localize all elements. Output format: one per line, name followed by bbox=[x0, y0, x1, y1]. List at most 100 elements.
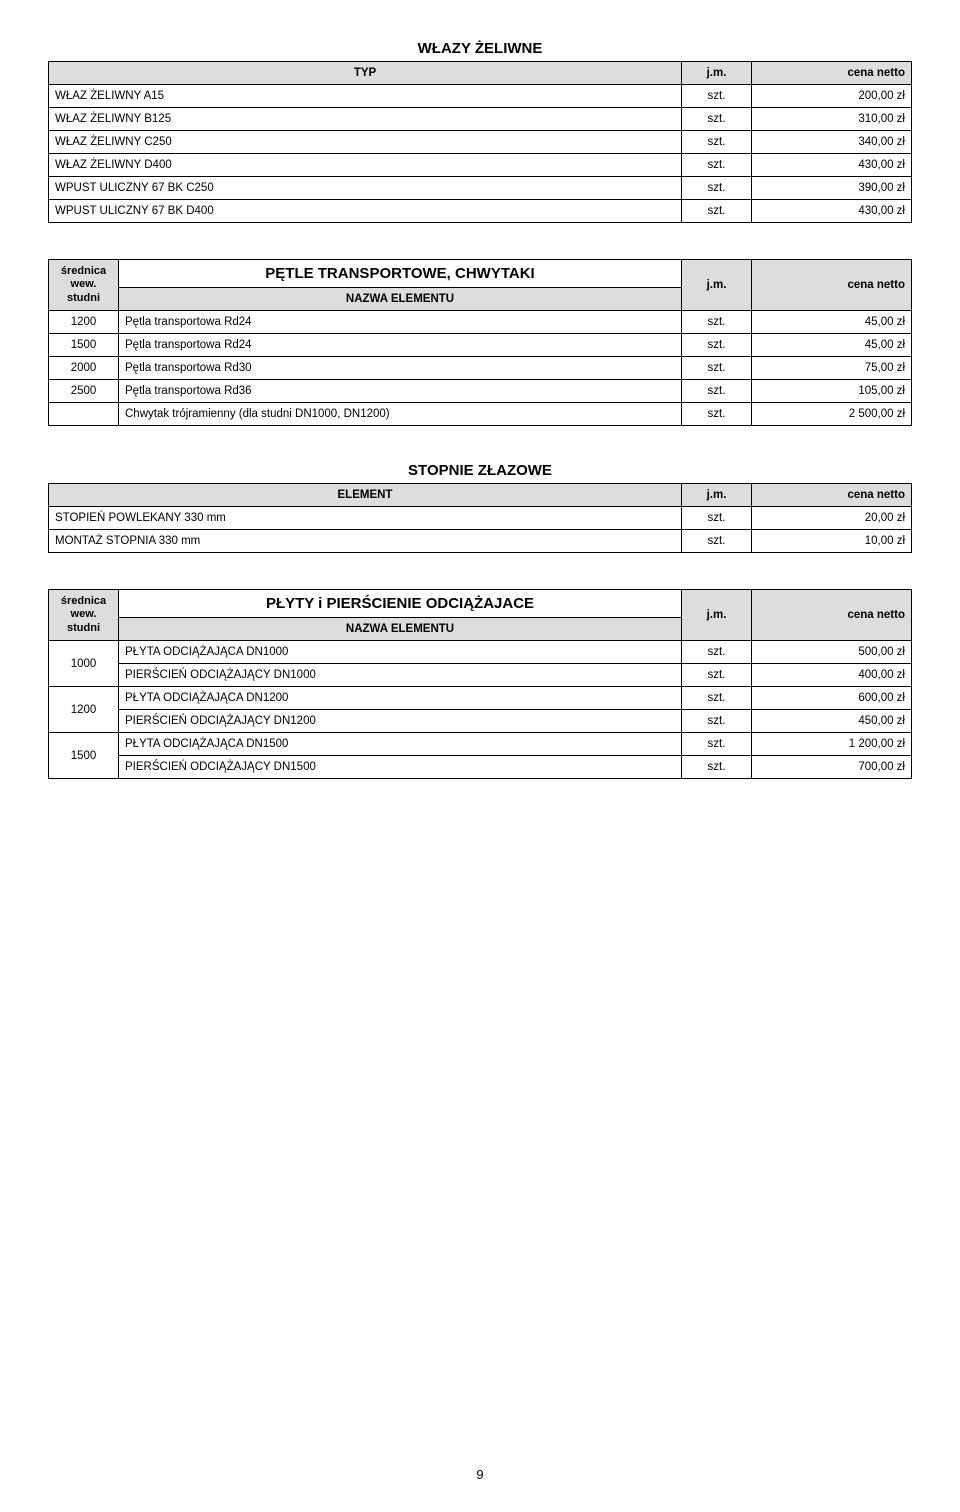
cell-jm: szt. bbox=[682, 200, 752, 223]
th-name: NAZWA ELEMENTU bbox=[119, 288, 682, 311]
table-row: PIERŚCIEŃ ODCIĄŻAJĄCY DN1500szt.700,00 z… bbox=[49, 756, 912, 779]
th-jm: j.m. bbox=[682, 260, 752, 311]
cell-price: 340,00 zł bbox=[752, 131, 912, 154]
table-row: WŁAZ ŻELIWNY C250szt.340,00 zł bbox=[49, 131, 912, 154]
cell-name: Pętla transportowa Rd24 bbox=[119, 311, 682, 334]
cell-price: 390,00 zł bbox=[752, 177, 912, 200]
cell-price: 10,00 zł bbox=[752, 530, 912, 553]
cell-jm: szt. bbox=[682, 710, 752, 733]
table-row: 1500PŁYTA ODCIĄŻAJĄCA DN1500szt.1 200,00… bbox=[49, 733, 912, 756]
cell-price: 430,00 zł bbox=[752, 154, 912, 177]
cell-jm: szt. bbox=[682, 403, 752, 426]
table-stopnie: ELEMENT j.m. cena netto STOPIEŃ POWLEKAN… bbox=[48, 483, 912, 553]
cell-dia: 1200 bbox=[49, 687, 119, 733]
cell-jm: szt. bbox=[682, 108, 752, 131]
table-row: WŁAZ ŻELIWNY B125szt.310,00 zł bbox=[49, 108, 912, 131]
th-typ: TYP bbox=[49, 62, 682, 85]
table-row: 1000PŁYTA ODCIĄŻAJĄCA DN1000szt.500,00 z… bbox=[49, 641, 912, 664]
cell-name: WPUST ULICZNY 67 BK C250 bbox=[49, 177, 682, 200]
section2-title: PĘTLE TRANSPORTOWE, CHWYTAKI bbox=[119, 260, 682, 288]
cell-name: WŁAZ ŻELIWNY A15 bbox=[49, 85, 682, 108]
cell-jm: szt. bbox=[682, 664, 752, 687]
th-jm: j.m. bbox=[682, 62, 752, 85]
cell-jm: szt. bbox=[682, 131, 752, 154]
cell-price: 45,00 zł bbox=[752, 334, 912, 357]
cell-name: PIERŚCIEŃ ODCIĄŻAJĄCY DN1000 bbox=[119, 664, 682, 687]
th-price: cena netto bbox=[752, 260, 912, 311]
cell-price: 45,00 zł bbox=[752, 311, 912, 334]
table-row: 1200PŁYTA ODCIĄŻAJĄCA DN1200szt.600,00 z… bbox=[49, 687, 912, 710]
cell-jm: szt. bbox=[682, 641, 752, 664]
cell-price: 105,00 zł bbox=[752, 380, 912, 403]
cell-dia bbox=[49, 403, 119, 426]
cell-jm: szt. bbox=[682, 507, 752, 530]
table-row: STOPIEŃ POWLEKANY 330 mmszt.20,00 zł bbox=[49, 507, 912, 530]
table-petle: średnica wew. studni PĘTLE TRANSPORTOWE,… bbox=[48, 259, 912, 426]
cell-jm: szt. bbox=[682, 334, 752, 357]
cell-name: Pętla transportowa Rd24 bbox=[119, 334, 682, 357]
th-price: cena netto bbox=[752, 62, 912, 85]
th-price: cena netto bbox=[752, 590, 912, 641]
cell-price: 450,00 zł bbox=[752, 710, 912, 733]
cell-name: WŁAZ ŻELIWNY B125 bbox=[49, 108, 682, 131]
table-plyty: średnica wew. studni PŁYTY i PIERŚCIENIE… bbox=[48, 589, 912, 779]
table-wlazy: TYP j.m. cena netto WŁAZ ŻELIWNY A15szt.… bbox=[48, 61, 912, 223]
cell-name: WŁAZ ŻELIWNY C250 bbox=[49, 131, 682, 154]
table-row: WPUST ULICZNY 67 BK D400szt.430,00 zł bbox=[49, 200, 912, 223]
cell-jm: szt. bbox=[682, 311, 752, 334]
cell-price: 430,00 zł bbox=[752, 200, 912, 223]
cell-jm: szt. bbox=[682, 733, 752, 756]
cell-name: STOPIEŃ POWLEKANY 330 mm bbox=[49, 507, 682, 530]
cell-name: WPUST ULICZNY 67 BK D400 bbox=[49, 200, 682, 223]
cell-name: MONTAŻ STOPNIA 330 mm bbox=[49, 530, 682, 553]
page-number: 9 bbox=[0, 1467, 960, 1482]
cell-price: 200,00 zł bbox=[752, 85, 912, 108]
cell-jm: szt. bbox=[682, 85, 752, 108]
cell-dia: 1000 bbox=[49, 641, 119, 687]
table-row: 2000Pętla transportowa Rd30szt.75,00 zł bbox=[49, 357, 912, 380]
cell-jm: szt. bbox=[682, 756, 752, 779]
th-dia: średnica wew. studni bbox=[49, 590, 119, 641]
cell-price: 600,00 zł bbox=[752, 687, 912, 710]
cell-price: 400,00 zł bbox=[752, 664, 912, 687]
th-jm: j.m. bbox=[682, 484, 752, 507]
cell-name: Chwytak trójramienny (dla studni DN1000,… bbox=[119, 403, 682, 426]
table-row: Chwytak trójramienny (dla studni DN1000,… bbox=[49, 403, 912, 426]
section3-title: STOPNIE ZŁAZOWE bbox=[48, 462, 912, 479]
section4-title: PŁYTY i PIERŚCIENIE ODCIĄŻAJACE bbox=[119, 590, 682, 618]
cell-price: 500,00 zł bbox=[752, 641, 912, 664]
cell-price: 20,00 zł bbox=[752, 507, 912, 530]
cell-name: PIERŚCIEŃ ODCIĄŻAJĄCY DN1500 bbox=[119, 756, 682, 779]
th-jm: j.m. bbox=[682, 590, 752, 641]
table-row: WŁAZ ŻELIWNY D400szt.430,00 zł bbox=[49, 154, 912, 177]
cell-price: 310,00 zł bbox=[752, 108, 912, 131]
table-row: 1200Pętla transportowa Rd24szt.45,00 zł bbox=[49, 311, 912, 334]
table-row: PIERŚCIEŃ ODCIĄŻAJĄCY DN1200szt.450,00 z… bbox=[49, 710, 912, 733]
cell-jm: szt. bbox=[682, 687, 752, 710]
cell-dia: 1500 bbox=[49, 733, 119, 779]
cell-dia: 1200 bbox=[49, 311, 119, 334]
cell-jm: szt. bbox=[682, 177, 752, 200]
cell-price: 1 200,00 zł bbox=[752, 733, 912, 756]
cell-name: WŁAZ ŻELIWNY D400 bbox=[49, 154, 682, 177]
cell-price: 700,00 zł bbox=[752, 756, 912, 779]
cell-jm: szt. bbox=[682, 154, 752, 177]
cell-name: PŁYTA ODCIĄŻAJĄCA DN1500 bbox=[119, 733, 682, 756]
section1-title: WŁAZY ŻELIWNE bbox=[48, 40, 912, 57]
table-row: 2500Pętla transportowa Rd36szt.105,00 zł bbox=[49, 380, 912, 403]
table-row: WŁAZ ŻELIWNY A15szt.200,00 zł bbox=[49, 85, 912, 108]
th-dia: średnica wew. studni bbox=[49, 260, 119, 311]
th-el: ELEMENT bbox=[49, 484, 682, 507]
cell-name: PŁYTA ODCIĄŻAJĄCA DN1000 bbox=[119, 641, 682, 664]
th-name: NAZWA ELEMENTU bbox=[119, 618, 682, 641]
cell-name: PIERŚCIEŃ ODCIĄŻAJĄCY DN1200 bbox=[119, 710, 682, 733]
cell-name: PŁYTA ODCIĄŻAJĄCA DN1200 bbox=[119, 687, 682, 710]
cell-price: 2 500,00 zł bbox=[752, 403, 912, 426]
cell-jm: szt. bbox=[682, 380, 752, 403]
table-row: WPUST ULICZNY 67 BK C250szt.390,00 zł bbox=[49, 177, 912, 200]
cell-dia: 1500 bbox=[49, 334, 119, 357]
cell-jm: szt. bbox=[682, 530, 752, 553]
cell-name: Pętla transportowa Rd36 bbox=[119, 380, 682, 403]
cell-jm: szt. bbox=[682, 357, 752, 380]
th-price: cena netto bbox=[752, 484, 912, 507]
